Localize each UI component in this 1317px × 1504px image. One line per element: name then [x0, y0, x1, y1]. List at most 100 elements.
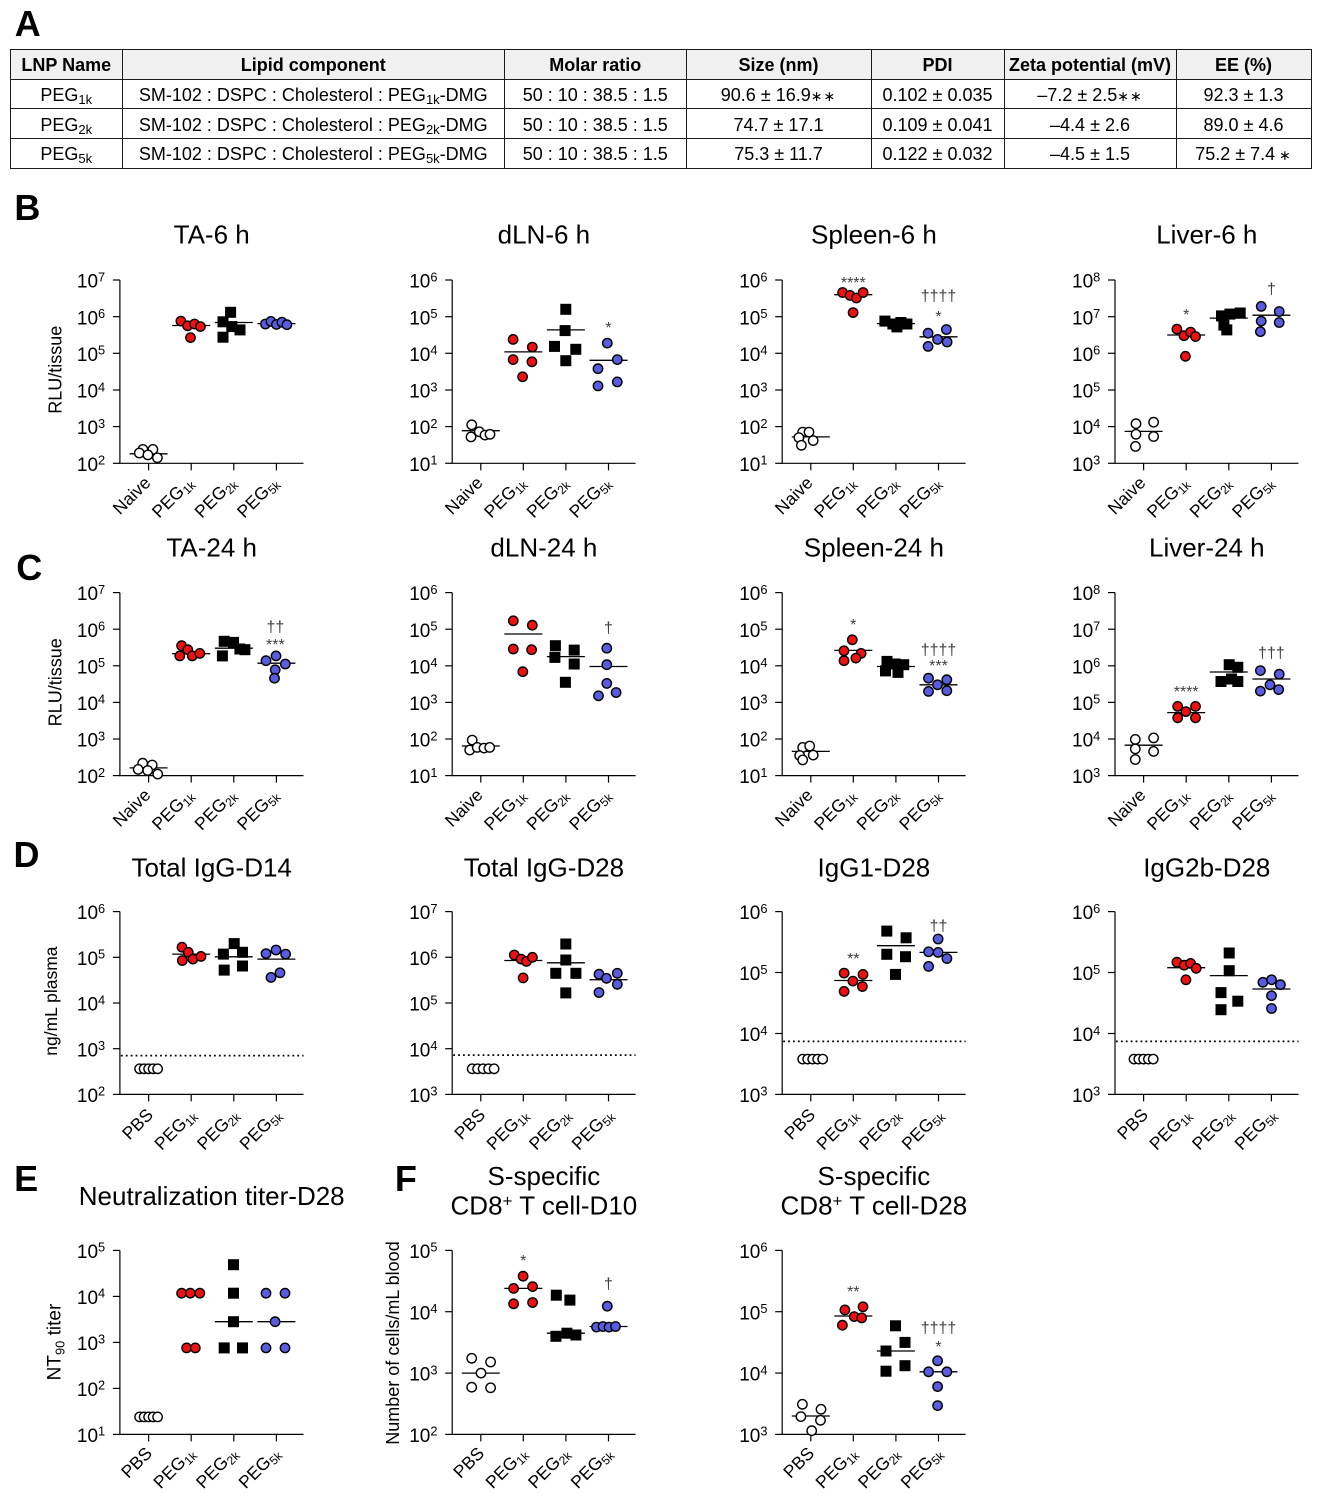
svg-text:**: **: [847, 1284, 859, 1301]
svg-text:103: 103: [1072, 453, 1100, 476]
svg-text:RLU/tissue: RLU/tissue: [46, 638, 66, 726]
svg-text:106: 106: [77, 619, 105, 642]
svg-text:PEG2k: PEG2k: [522, 472, 574, 524]
svg-text:105: 105: [1072, 692, 1100, 715]
svg-text:Naive: Naive: [441, 785, 487, 831]
svg-text:ng/mL plasma: ng/mL plasma: [41, 946, 61, 1056]
svg-text:††††: ††††: [921, 642, 957, 659]
svg-text:Naive: Naive: [1104, 472, 1150, 518]
svg-text:104: 104: [1072, 416, 1100, 439]
svg-text:103: 103: [739, 1084, 767, 1107]
svg-text:107: 107: [1072, 619, 1100, 642]
svg-text:PEG2k: PEG2k: [855, 1104, 907, 1156]
svg-text:Naive: Naive: [441, 472, 487, 518]
svg-text:PEG5k: PEG5k: [1230, 1104, 1282, 1156]
svg-text:103: 103: [1072, 1084, 1100, 1107]
svg-text:S-specific: S-specific: [818, 1161, 931, 1191]
svg-text:105: 105: [77, 655, 105, 678]
svg-text:104: 104: [739, 1362, 767, 1385]
svg-text:105: 105: [739, 1301, 767, 1324]
svg-text:**: **: [847, 951, 859, 968]
svg-text:PEG2k: PEG2k: [192, 1442, 244, 1494]
svg-text:107: 107: [77, 582, 105, 605]
svg-text:103: 103: [739, 379, 767, 402]
svg-text:Total IgG-D14: Total IgG-D14: [131, 853, 291, 883]
svg-text:****: ****: [841, 275, 866, 292]
svg-text:101: 101: [739, 453, 767, 476]
svg-text:104: 104: [77, 692, 105, 715]
svg-text:Liver-6 h: Liver-6 h: [1156, 219, 1257, 249]
svg-text:PEG5k: PEG5k: [235, 1104, 287, 1156]
svg-text:A: A: [15, 3, 41, 44]
svg-text:PEG5k: PEG5k: [233, 472, 285, 524]
svg-text:††: ††: [930, 918, 948, 935]
svg-text:*: *: [520, 1253, 526, 1270]
svg-text:PEG1k: PEG1k: [481, 1442, 533, 1494]
svg-text:105: 105: [739, 962, 767, 985]
svg-text:103: 103: [409, 692, 437, 715]
svg-text:104: 104: [409, 655, 437, 678]
svg-text:106: 106: [739, 1240, 767, 1263]
svg-text:108: 108: [1072, 582, 1100, 605]
svg-text:*: *: [1183, 307, 1189, 324]
svg-text:Total IgG-D28: Total IgG-D28: [464, 853, 624, 883]
svg-text:103: 103: [739, 692, 767, 715]
svg-text:PEG1k: PEG1k: [1143, 784, 1195, 836]
svg-text:***: ***: [929, 658, 948, 675]
svg-text:106: 106: [409, 947, 437, 970]
svg-text:PEG2k: PEG2k: [193, 1104, 245, 1156]
svg-text:104: 104: [739, 1023, 767, 1046]
svg-text:PEG2k: PEG2k: [854, 1442, 906, 1494]
svg-text:B: B: [14, 187, 40, 228]
svg-text:PEG1k: PEG1k: [149, 1442, 201, 1494]
svg-text:IgG2b-D28: IgG2b-D28: [1143, 853, 1270, 883]
svg-text:F: F: [395, 1158, 417, 1199]
svg-text:PEG1k: PEG1k: [810, 472, 862, 524]
svg-text:††: ††: [267, 619, 285, 636]
svg-text:*: *: [850, 617, 856, 634]
svg-text:102: 102: [739, 728, 767, 751]
svg-text:103: 103: [77, 728, 105, 751]
svg-text:PEG5k: PEG5k: [895, 784, 947, 836]
svg-text:Naive: Naive: [771, 472, 817, 518]
svg-text:PEG5k: PEG5k: [565, 784, 617, 836]
svg-text:PEG1k: PEG1k: [810, 784, 862, 836]
svg-text:102: 102: [77, 1378, 105, 1401]
svg-text:105: 105: [739, 306, 767, 329]
svg-text:dLN-6 h: dLN-6 h: [498, 219, 591, 249]
svg-text:104: 104: [77, 992, 105, 1015]
svg-text:103: 103: [739, 1424, 767, 1447]
svg-text:102: 102: [77, 1084, 105, 1107]
svg-text:S-specific: S-specific: [488, 1161, 601, 1191]
svg-text:104: 104: [77, 379, 105, 402]
svg-text:102: 102: [77, 765, 105, 788]
svg-text:105: 105: [77, 343, 105, 366]
svg-text:105: 105: [77, 1240, 105, 1263]
svg-text:PEG5k: PEG5k: [897, 1442, 949, 1494]
svg-text:TA-24 h: TA-24 h: [166, 533, 257, 563]
svg-text:104: 104: [1072, 728, 1100, 751]
svg-text:104: 104: [1072, 1023, 1100, 1046]
svg-text:108: 108: [1072, 269, 1100, 292]
svg-text:107: 107: [77, 269, 105, 292]
svg-text:PEG1k: PEG1k: [148, 784, 200, 836]
svg-text:103: 103: [77, 1038, 105, 1061]
svg-text:104: 104: [739, 655, 767, 678]
svg-text:101: 101: [739, 765, 767, 788]
svg-text:D: D: [14, 834, 40, 875]
svg-text:RLU/tissue: RLU/tissue: [46, 326, 66, 414]
svg-text:Naive: Naive: [771, 785, 817, 831]
svg-text:106: 106: [739, 582, 767, 605]
svg-text:Naive: Naive: [109, 472, 155, 518]
svg-text:PEG2k: PEG2k: [190, 472, 242, 524]
svg-text:102: 102: [409, 416, 437, 439]
svg-text:102: 102: [739, 416, 767, 439]
svg-text:102: 102: [77, 453, 105, 476]
svg-text:PEG5k: PEG5k: [1228, 472, 1280, 524]
svg-text:106: 106: [77, 901, 105, 924]
svg-text:PEG5k: PEG5k: [233, 784, 285, 836]
svg-text:TA-6 h: TA-6 h: [174, 219, 250, 249]
svg-text:PEG2k: PEG2k: [852, 784, 904, 836]
svg-text:105: 105: [1072, 962, 1100, 985]
svg-text:†: †: [604, 620, 613, 637]
